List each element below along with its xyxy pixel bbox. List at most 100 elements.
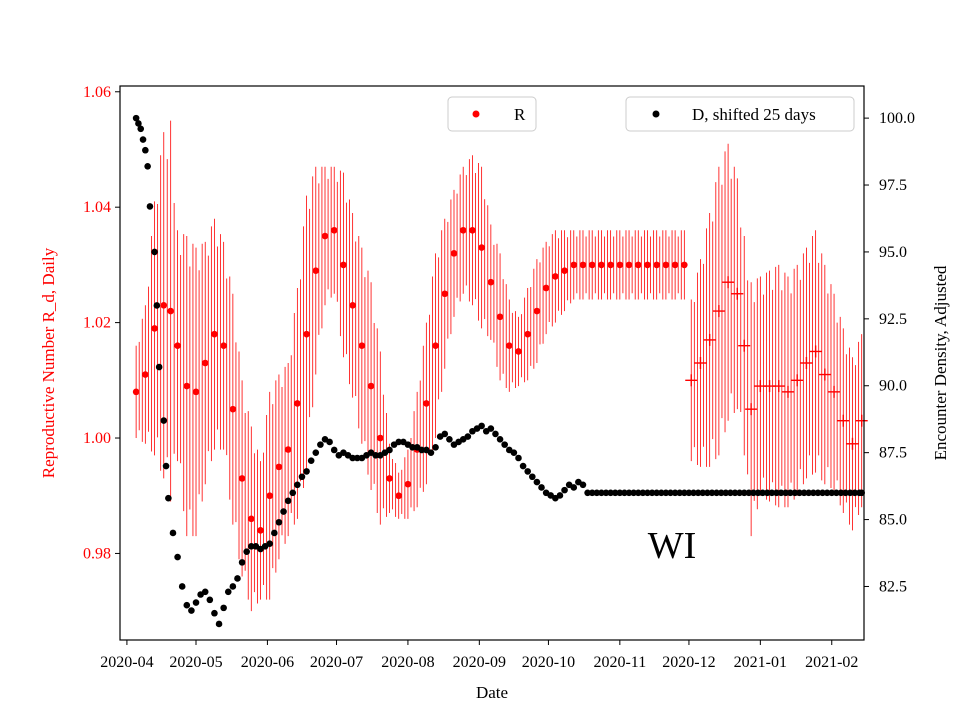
d-point bbox=[418, 446, 426, 454]
r-point bbox=[142, 371, 149, 378]
d-point bbox=[634, 489, 642, 497]
d-point bbox=[137, 125, 145, 133]
d-point bbox=[162, 462, 170, 470]
d-point bbox=[819, 489, 826, 497]
d-point bbox=[607, 489, 614, 497]
d-point bbox=[294, 481, 301, 489]
r-point bbox=[607, 261, 614, 269]
d-point bbox=[160, 417, 168, 424]
d-point bbox=[759, 489, 766, 497]
d-point bbox=[169, 529, 177, 537]
r-point bbox=[404, 480, 412, 488]
d-point bbox=[153, 302, 161, 309]
r-point bbox=[579, 261, 587, 269]
d-point bbox=[446, 435, 453, 443]
r-point bbox=[167, 307, 174, 315]
d-point bbox=[823, 489, 831, 497]
r-point bbox=[395, 492, 403, 500]
d-point bbox=[183, 601, 191, 609]
d-point bbox=[828, 489, 836, 497]
right-tick-label: 100.0 bbox=[879, 110, 915, 127]
d-point bbox=[501, 441, 508, 448]
d-point bbox=[464, 433, 472, 440]
d-point bbox=[556, 492, 564, 499]
r-point bbox=[358, 342, 366, 349]
d-point bbox=[289, 489, 297, 497]
d-point bbox=[441, 430, 449, 438]
r-point bbox=[441, 290, 449, 298]
d-point bbox=[671, 489, 679, 497]
d-point bbox=[139, 136, 147, 143]
legend-r: R bbox=[447, 96, 537, 132]
legend-r-label: R bbox=[514, 105, 526, 124]
d-point bbox=[699, 489, 707, 497]
right-axis-label: Encounter Density, Adjusted bbox=[931, 265, 950, 460]
d-point bbox=[837, 489, 845, 497]
d-point bbox=[736, 489, 743, 497]
d-point bbox=[791, 489, 799, 497]
x-axis-label: Date bbox=[476, 683, 508, 702]
d-point bbox=[487, 425, 495, 432]
plot-frame bbox=[119, 85, 865, 641]
r-point bbox=[174, 342, 181, 349]
d-point bbox=[271, 529, 278, 537]
d-point bbox=[722, 489, 730, 497]
d-point bbox=[611, 489, 619, 497]
r-point bbox=[432, 342, 439, 349]
d-point bbox=[690, 489, 697, 497]
r-point bbox=[275, 463, 283, 471]
d-point bbox=[858, 489, 865, 497]
legend-d-marker bbox=[652, 110, 660, 118]
d-point bbox=[211, 609, 218, 617]
legend-d-label: D, shifted 25 days bbox=[692, 105, 816, 124]
d-point bbox=[625, 489, 633, 497]
right-tick-label: 95.0 bbox=[879, 244, 907, 261]
right-tick-label: 90.0 bbox=[879, 378, 907, 395]
d-point bbox=[763, 489, 771, 497]
d-point bbox=[266, 540, 274, 547]
d-point bbox=[533, 478, 541, 486]
r-point bbox=[469, 226, 476, 234]
d-point bbox=[174, 553, 181, 561]
r-point bbox=[552, 273, 559, 280]
r-point bbox=[294, 400, 301, 407]
right-tick-label: 85.0 bbox=[879, 512, 907, 529]
d-point bbox=[662, 489, 670, 497]
d-point bbox=[782, 489, 789, 497]
d-point bbox=[165, 494, 172, 502]
d-point bbox=[814, 489, 822, 497]
r-point bbox=[192, 388, 200, 396]
d-point bbox=[777, 489, 785, 497]
left-tick-label: 1.02 bbox=[83, 315, 111, 332]
d-point bbox=[639, 489, 647, 497]
r-point bbox=[386, 475, 393, 482]
d-point bbox=[496, 435, 504, 443]
legend-d-box bbox=[625, 96, 855, 132]
d-point bbox=[312, 449, 320, 456]
d-point bbox=[142, 146, 149, 154]
d-point bbox=[529, 473, 536, 481]
x-tick-label: 2020-06 bbox=[241, 654, 294, 671]
d-point bbox=[621, 489, 628, 497]
d-point bbox=[515, 454, 522, 462]
d-point bbox=[579, 481, 587, 489]
d-point bbox=[708, 489, 716, 497]
r-point bbox=[376, 434, 384, 442]
r-point bbox=[423, 400, 430, 407]
right-tick-label: 87.5 bbox=[879, 445, 907, 462]
r-point bbox=[487, 278, 495, 286]
d-point bbox=[372, 452, 379, 459]
r-point bbox=[616, 261, 624, 269]
d-point bbox=[238, 559, 246, 566]
d-point bbox=[717, 489, 725, 497]
d-point bbox=[427, 449, 435, 456]
r-point bbox=[515, 348, 522, 355]
d-point bbox=[132, 114, 140, 122]
d-point bbox=[135, 120, 142, 127]
region-label: WI bbox=[648, 525, 697, 567]
d-point bbox=[317, 441, 324, 448]
d-point bbox=[224, 588, 232, 596]
d-point bbox=[478, 422, 485, 430]
d-point bbox=[667, 489, 674, 497]
left-tick-label: 0.98 bbox=[83, 545, 111, 562]
